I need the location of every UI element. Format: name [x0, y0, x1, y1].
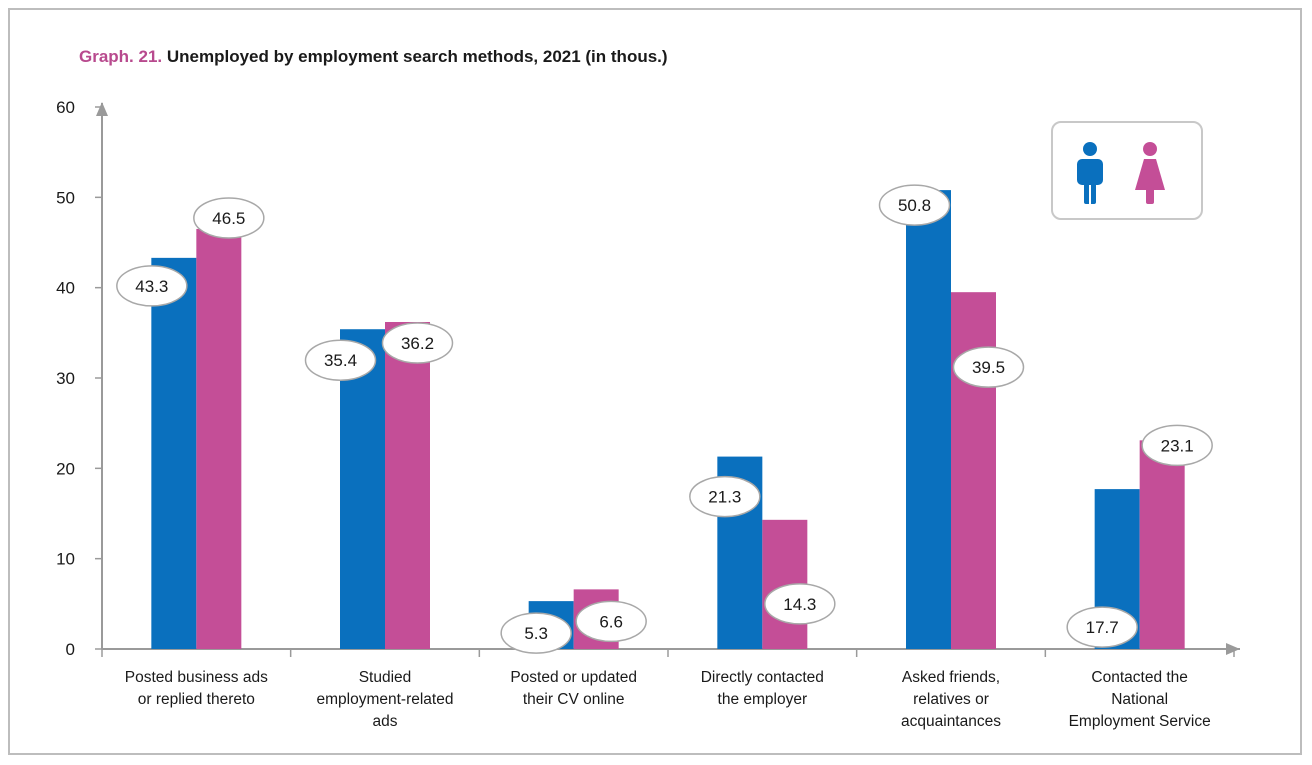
data-label-bubble	[193, 197, 265, 239]
chart-title-label: Graph. 21.	[79, 47, 163, 66]
legend	[1051, 121, 1203, 220]
male-icon	[1077, 142, 1103, 204]
data-label-bubble	[116, 265, 188, 307]
data-label-bubble	[381, 322, 454, 364]
y-tick-label: 0	[66, 640, 75, 659]
x-tick-label: ads	[373, 713, 398, 730]
data-label-bubble	[575, 600, 647, 643]
data-label: 5.3	[524, 624, 548, 643]
x-tick-label: the employer	[718, 691, 808, 708]
x-tick-label: Studied	[359, 669, 412, 686]
data-label: 36.2	[401, 334, 434, 353]
x-tick-label: Contacted the	[1091, 669, 1188, 686]
data-label: 21.3	[708, 488, 741, 507]
bar-female	[951, 292, 996, 649]
data-label: 23.1	[1161, 436, 1194, 455]
bar-male	[151, 257, 197, 649]
x-axis-arrow	[1226, 643, 1240, 655]
data-label-bubble	[764, 583, 836, 625]
x-tick-label: Posted business ads	[125, 669, 268, 686]
chart-title: Graph. 21. Unemployed by employment sear…	[79, 47, 668, 67]
data-label: 6.6	[599, 612, 623, 631]
data-label: 43.3	[135, 277, 168, 296]
bar-male	[906, 190, 951, 649]
x-tick-label: Directly contacted	[701, 669, 824, 686]
x-tick-label: Employment Service	[1069, 713, 1211, 730]
y-axis-arrow	[96, 102, 108, 116]
data-label: 46.5	[212, 209, 245, 228]
bar-female	[385, 321, 430, 649]
data-label-bubble	[304, 339, 377, 381]
female-icon	[1135, 142, 1165, 204]
y-tick-label: 50	[56, 188, 75, 207]
x-tick-label: Asked friends,	[902, 669, 1000, 686]
y-tick-label: 30	[56, 369, 75, 388]
y-tick-label: 40	[56, 279, 75, 298]
data-label: 14.3	[783, 595, 816, 614]
y-tick-label: 20	[56, 459, 75, 478]
x-tick-label: their CV online	[523, 691, 625, 708]
x-tick-label: National	[1111, 691, 1168, 708]
data-label: 39.5	[972, 358, 1005, 377]
data-label-bubble	[500, 612, 572, 654]
data-label-bubble	[1141, 424, 1213, 467]
data-label: 50.8	[898, 196, 931, 215]
data-label: 35.4	[324, 351, 357, 370]
data-label: 17.7	[1086, 618, 1119, 637]
bar-female	[196, 228, 242, 649]
x-tick-label: Posted or updated	[510, 669, 637, 686]
bar-male	[340, 329, 385, 649]
y-tick-label: 60	[56, 98, 75, 117]
chart-title-text: Unemployed by employment search methods,…	[166, 47, 668, 66]
data-label-bubble	[689, 475, 761, 518]
x-tick-label: acquaintances	[901, 713, 1001, 730]
data-label-bubble	[1066, 606, 1138, 648]
x-tick-label: relatives or	[913, 691, 989, 708]
y-tick-label: 10	[56, 550, 75, 569]
data-label-bubble	[952, 346, 1025, 388]
data-label-bubble	[878, 184, 951, 226]
x-tick-label: employment-related	[317, 691, 454, 708]
x-tick-label: or replied thereto	[138, 691, 255, 708]
bar-female	[1139, 440, 1185, 649]
